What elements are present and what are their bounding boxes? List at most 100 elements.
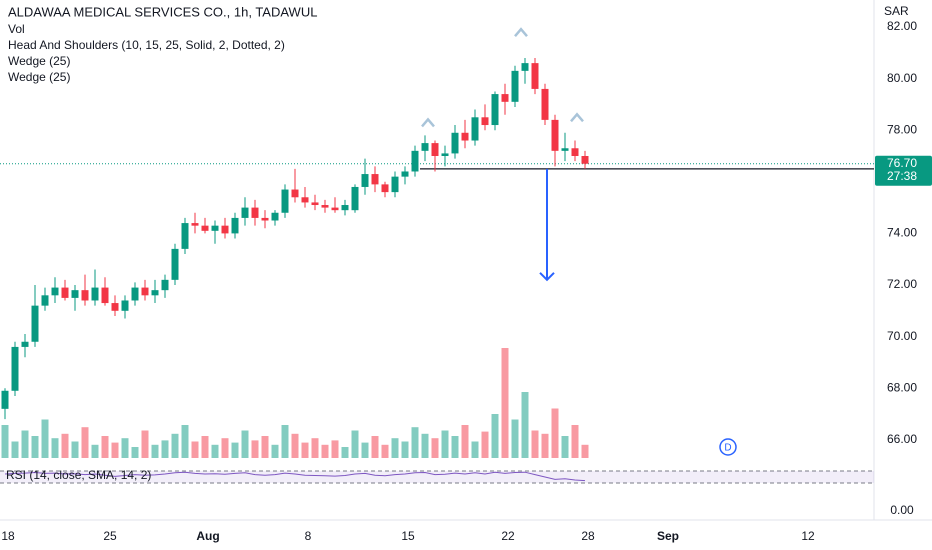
volume-bar <box>121 438 129 458</box>
volume-bar <box>311 438 319 458</box>
x-tick-label: 28 <box>581 529 595 543</box>
volume-bar <box>581 444 589 458</box>
candle-body <box>11 346 19 391</box>
volume-bar <box>191 441 199 458</box>
volume-bar <box>331 440 339 458</box>
candle-body <box>271 212 279 221</box>
candle-body <box>51 287 59 296</box>
volume-bar <box>511 419 519 458</box>
candle-body <box>61 287 69 298</box>
candle-body <box>211 225 219 231</box>
y-tick-label: 78.00 <box>887 122 917 136</box>
x-tick-label: 25 <box>103 529 117 543</box>
x-tick-label: 8 <box>305 529 312 543</box>
candle-body <box>561 148 569 151</box>
legend-item: Vol <box>8 22 25 36</box>
volume-bar <box>261 436 269 458</box>
candle-body <box>171 248 179 280</box>
volume-bar <box>461 425 469 458</box>
volume-bar <box>231 442 239 458</box>
volume-bar <box>111 442 119 458</box>
candle-body <box>121 300 129 311</box>
candle-body <box>1 390 9 409</box>
legend-item: Head And Shoulders (10, 15, 25, Solid, 2… <box>8 38 285 52</box>
target-arrow-head <box>539 272 555 282</box>
candle-body <box>551 119 559 151</box>
volume-bar <box>201 436 209 458</box>
volume-bar <box>531 430 539 458</box>
volume-bar <box>71 441 79 458</box>
volume-bar <box>221 438 229 458</box>
volume-bar <box>421 433 429 458</box>
candle-body <box>381 184 389 193</box>
volume-bar <box>141 430 149 458</box>
volume-bar <box>61 433 69 458</box>
pattern-peak-marker <box>570 112 584 123</box>
candle-body <box>301 197 309 203</box>
x-tick-label: 15 <box>401 529 415 543</box>
volume-bar <box>11 441 19 458</box>
dividend-marker-circle <box>719 438 737 456</box>
candle-body <box>151 290 159 296</box>
volume-bar <box>501 348 509 458</box>
x-tick-label: Aug <box>196 529 219 543</box>
last-price-label: 76.70 <box>887 156 917 170</box>
volume-bar <box>371 436 379 458</box>
volume-bar <box>341 447 349 458</box>
y-tick-label: 74.00 <box>887 226 917 240</box>
lower-tick-label: 0.00 <box>890 503 914 517</box>
candle-body <box>541 88 549 120</box>
candle-body <box>161 279 169 291</box>
volume-bar <box>41 419 49 458</box>
candle-body <box>41 295 49 306</box>
candle-body <box>411 150 419 172</box>
volume-bar <box>291 433 299 458</box>
candle-body <box>451 132 459 154</box>
pattern-peak-marker <box>421 117 435 128</box>
chart-title: ALDAWAA MEDICAL SERVICES CO., 1h, TADAWU… <box>8 4 317 19</box>
currency: SAR <box>884 4 909 18</box>
candle-body <box>71 290 79 298</box>
candle-body <box>191 223 199 226</box>
x-tick-label: Sep <box>657 529 679 543</box>
candle-body <box>481 117 489 126</box>
candle-body <box>111 303 119 311</box>
volume-bar <box>561 436 569 458</box>
volume-bar <box>241 430 249 458</box>
volume-bar <box>551 408 559 458</box>
y-tick-label: 66.00 <box>887 432 917 446</box>
dividend-marker: D <box>724 443 731 454</box>
volume-bar <box>101 436 109 458</box>
candle-body <box>131 287 139 301</box>
legend-item: Wedge (25) <box>8 70 70 84</box>
volume-bar <box>481 431 489 458</box>
candle-body <box>291 189 299 198</box>
volume-bar <box>91 444 99 458</box>
candle-body <box>571 148 579 156</box>
volume-bar <box>491 414 499 458</box>
candle-body <box>241 207 249 218</box>
y-tick-label: 72.00 <box>887 277 917 291</box>
candle-body <box>31 305 39 342</box>
candle-body <box>141 287 149 296</box>
volume-bar <box>131 447 139 458</box>
candle-body <box>251 207 259 218</box>
volume-bar <box>1 425 9 458</box>
candle-body <box>331 207 339 211</box>
y-tick-label: 70.00 <box>887 329 917 343</box>
volume-bar <box>381 444 389 458</box>
x-tick-label: 22 <box>501 529 515 543</box>
candle-body <box>181 223 189 249</box>
volume-bar <box>541 433 549 458</box>
last-price-box <box>875 155 932 186</box>
volume-bar <box>431 438 439 458</box>
rsi-line <box>4 471 586 482</box>
volume-bar <box>441 430 449 458</box>
x-tick-label: 18 <box>1 529 15 543</box>
candle-body <box>201 225 209 231</box>
candle-body <box>261 217 269 221</box>
candle-body <box>321 205 329 208</box>
candle-body <box>531 63 539 89</box>
